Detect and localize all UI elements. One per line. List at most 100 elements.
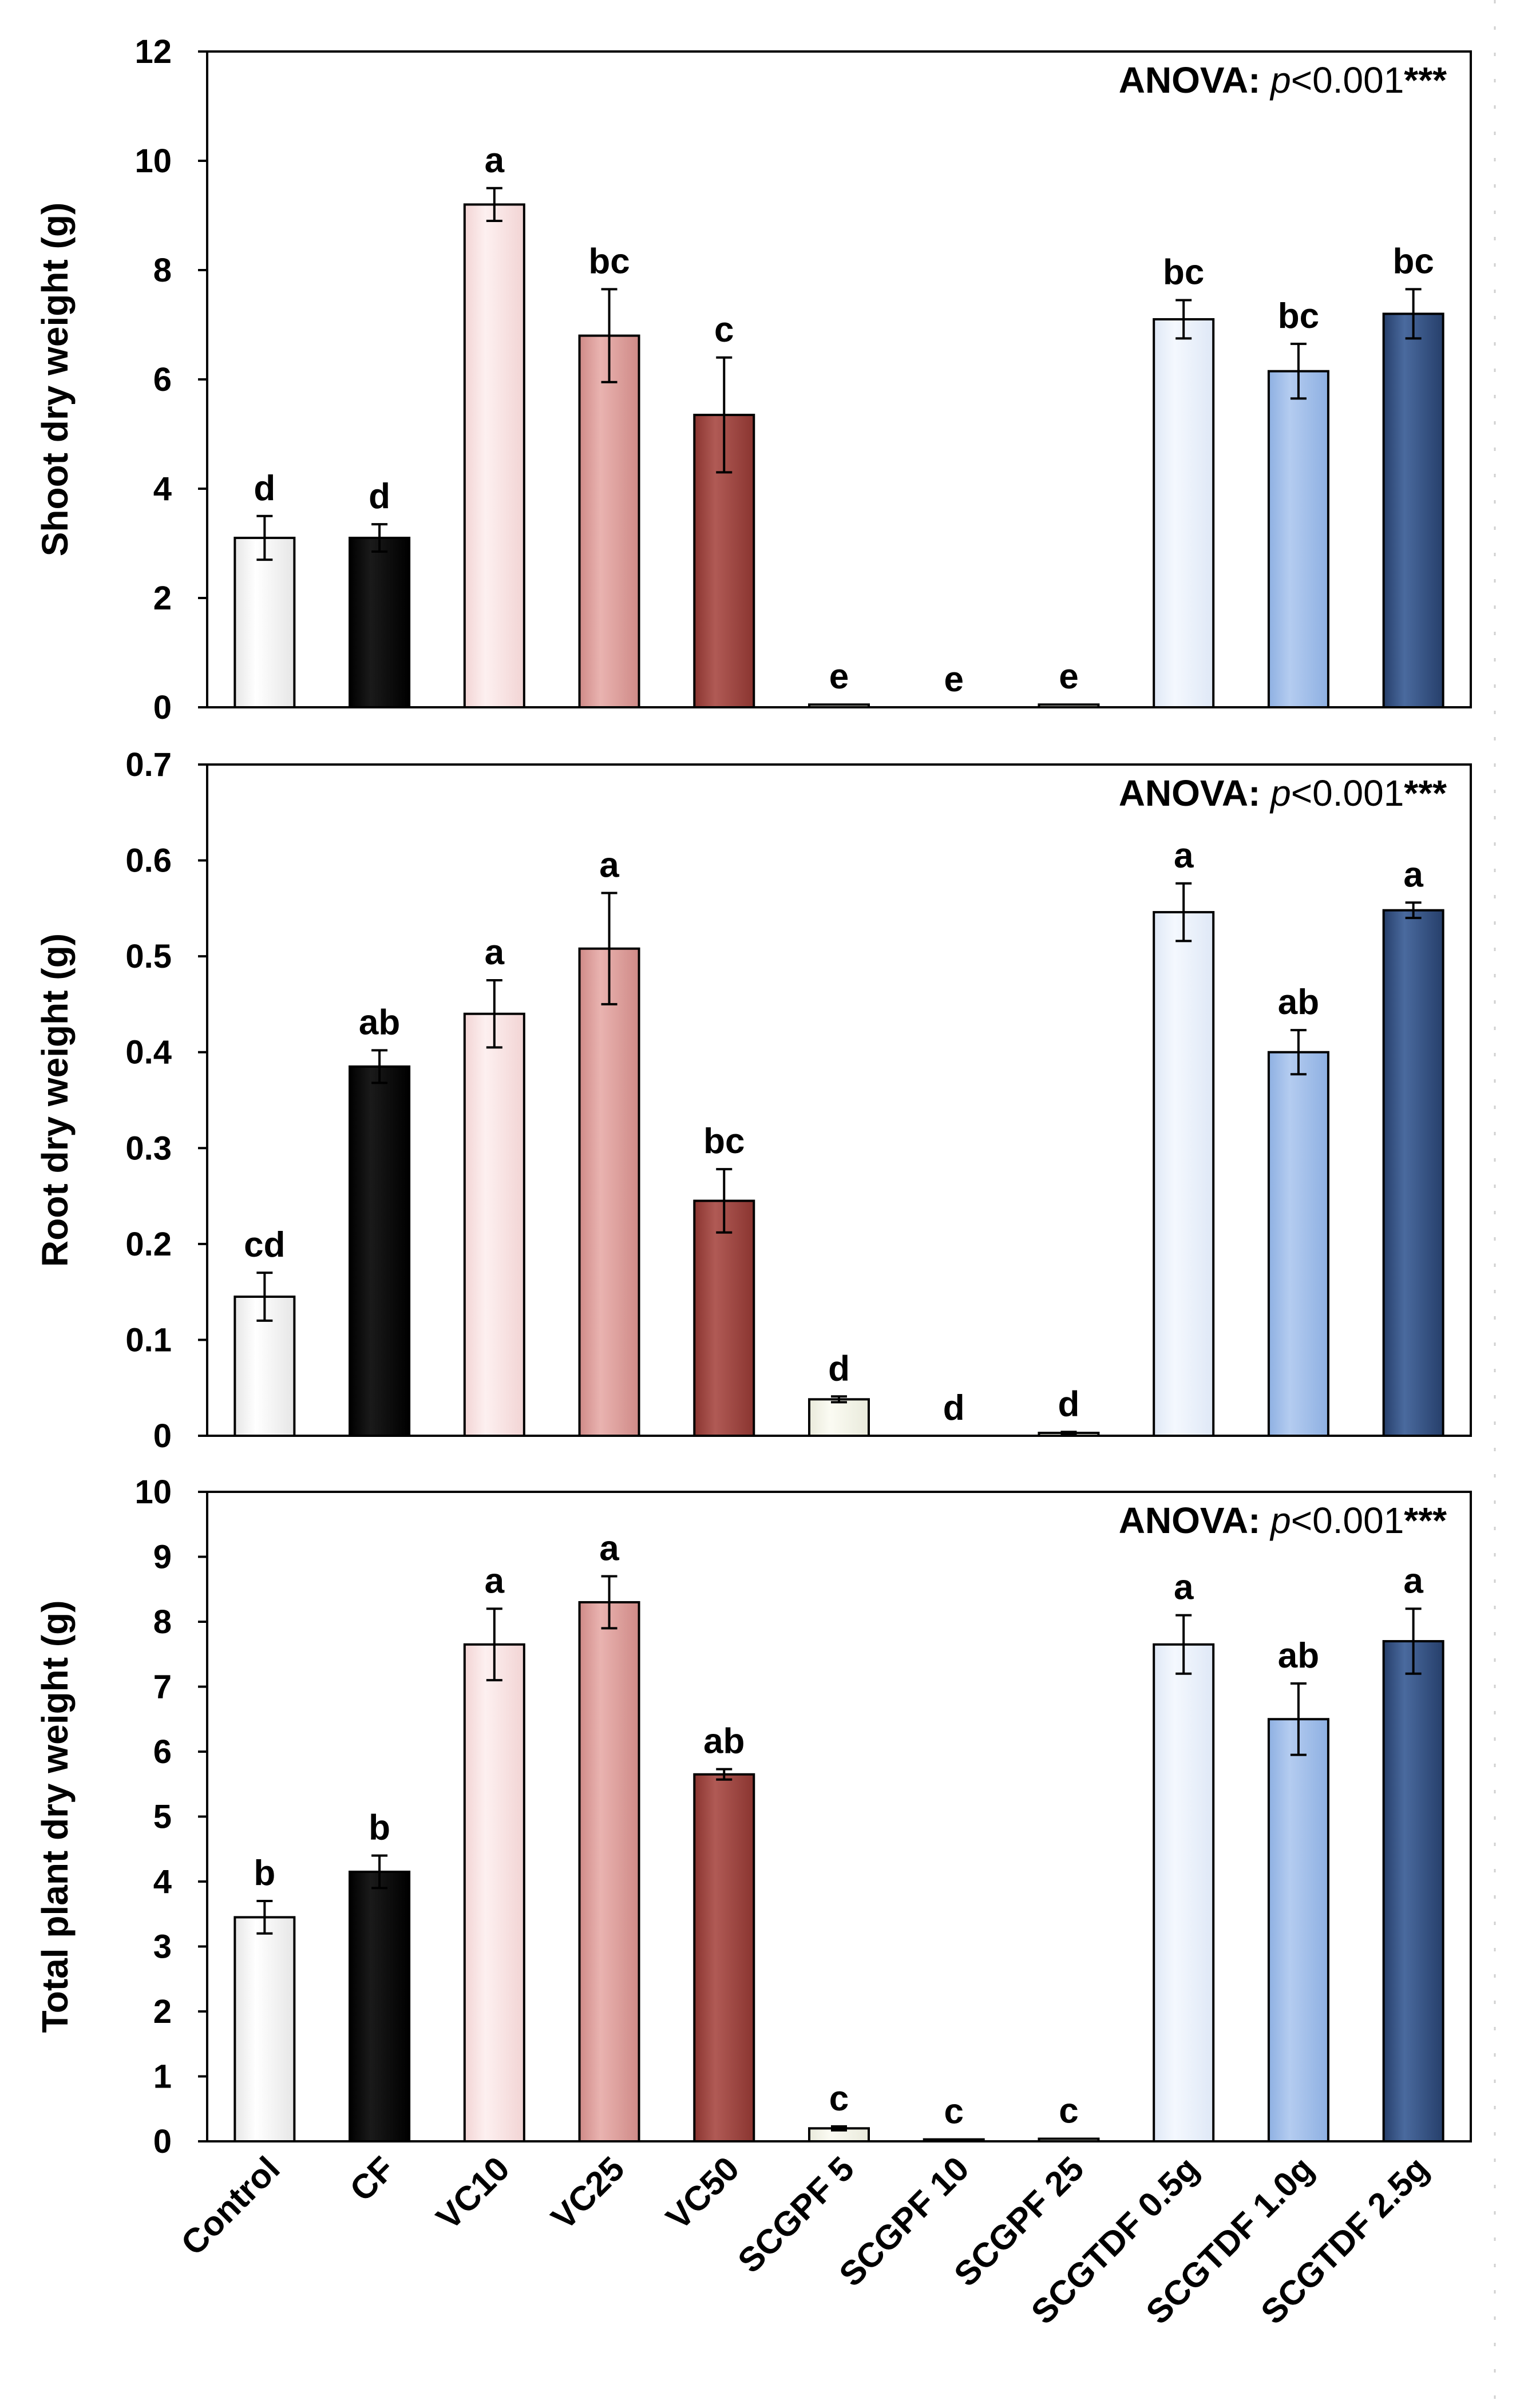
chart-2-significance-letter-vc25: a <box>599 846 619 885</box>
chart-2-significance-letter-scgtdf-0-5g: a <box>1174 836 1194 876</box>
chart-1-y-tick-label: 12 <box>134 33 172 70</box>
chart-1-significance-letter-vc50: c <box>714 310 734 350</box>
chart-3-significance-letter-vc50: ab <box>703 1722 745 1761</box>
chart-3-y-tick-label: 0 <box>153 2123 172 2160</box>
chart-1-anova-annotation: ANOVA: p<0.001*** <box>1119 60 1447 101</box>
chart-2-significance-letter-scgtdf-2-5g: a <box>1403 855 1423 894</box>
chart-2-significance-letter-scgpf-10: d <box>943 1388 965 1428</box>
chart-3-y-tick-label: 1 <box>153 2058 172 2096</box>
chart-1-significance-letter-scgpf-5: e <box>829 657 849 696</box>
chart-1-bar-cf <box>350 538 409 707</box>
chart-3-bar-scgtdf-0-5g <box>1154 1645 1213 2141</box>
chart-3-y-tick-label: 5 <box>153 1799 172 1836</box>
chart-1-y-tick-label: 2 <box>153 580 172 617</box>
chart-2-significance-letter-scgtdf-1-0g: ab <box>1278 983 1319 1022</box>
chart-1-bar-vc10 <box>465 204 524 707</box>
chart-1-significance-letter-scgpf-25: e <box>1059 657 1078 696</box>
chart-3-y-tick-label: 10 <box>134 1474 172 1511</box>
chart-1-bar-scgtdf-0-5g <box>1154 319 1213 707</box>
chart-2-bar-scgtdf-0-5g <box>1154 912 1213 1436</box>
chart-3-y-tick-label: 4 <box>153 1863 172 1900</box>
chart-3-significance-letter-scgtdf-1-0g: ab <box>1278 1636 1319 1676</box>
chart-2-y-tick-label: 0.6 <box>125 842 172 880</box>
chart-3-significance-letter-control: b <box>254 1853 275 1893</box>
chart-1-y-tick-label: 6 <box>153 361 172 398</box>
chart-panel-1: 0 2 4 6 8 10 12 Shoot dry weight (g) ANOVA: p<0.… <box>34 33 1471 726</box>
chart-3-bar-cf <box>350 1872 409 2141</box>
chart-1-bar-vc25 <box>580 336 639 707</box>
chart-1-significance-letter-scgtdf-0-5g: bc <box>1163 253 1204 292</box>
chart-2-y-tick-label: 0.5 <box>125 938 172 975</box>
chart-3-significance-letter-scgpf-10: c <box>944 2092 963 2132</box>
chart-3-y-tick-label: 9 <box>153 1539 172 1576</box>
chart-3-bar-vc10 <box>465 1645 524 2141</box>
chart-2-bar-cf <box>350 1067 409 1436</box>
chart-3-bar-scgpf-10 <box>924 2140 984 2141</box>
chart-2-y-tick-label: 0.7 <box>125 746 172 783</box>
chart-1-significance-letter-cf: d <box>369 477 390 516</box>
chart-2-bar-vc25 <box>580 949 639 1436</box>
x-category-label-vc10: VC10 <box>429 2149 517 2237</box>
chart-1-significance-letter-vc10: a <box>485 141 505 180</box>
chart-3-y-tick-label: 2 <box>153 1993 172 2030</box>
chart-3-significance-letter-scgtdf-2-5g: a <box>1403 1561 1423 1601</box>
chart-3-y-tick-label: 3 <box>153 1928 172 1966</box>
chart-3-bar-vc25 <box>580 1602 639 2141</box>
figure: 024681012Shoot dry weight (g)ANOVA: p<0.… <box>0 0 1516 2408</box>
chart-1-bar-scgpf-25 <box>1039 704 1098 707</box>
chart-3-y-axis-label: Total plant dry weight (g) <box>34 1600 76 2033</box>
chart-2-significance-letter-vc50: bc <box>703 1122 745 1161</box>
chart-1-y-axis-label: Shoot dry weight (g) <box>34 203 76 557</box>
chart-2-significance-letter-control: cd <box>244 1225 285 1265</box>
chart-3-bar-vc50 <box>694 1775 754 2141</box>
chart-1-y-tick-label: 8 <box>153 252 172 289</box>
chart-2-bar-scgtdf-1-0g <box>1269 1052 1328 1436</box>
x-category-label-vc50: VC50 <box>659 2149 747 2237</box>
chart-2-y-tick-label: 0 <box>153 1417 172 1455</box>
chart-2-significance-letter-scgpf-25: d <box>1058 1384 1080 1424</box>
chart-3-significance-letter-vc10: a <box>485 1561 505 1601</box>
chart-3-significance-letter-scgpf-5: c <box>829 2079 849 2118</box>
x-category-label-vc25: VC25 <box>544 2149 632 2237</box>
chart-2-bar-scgpf-5 <box>809 1399 869 1436</box>
chart-3-bar-scgtdf-1-0g <box>1269 1719 1328 2141</box>
chart-1-significance-letter-scgtdf-2-5g: bc <box>1392 241 1434 281</box>
chart-1-bar-scgtdf-1-0g <box>1269 371 1328 707</box>
chart-2-y-tick-label: 0.2 <box>125 1226 172 1263</box>
chart-2-significance-letter-cf: ab <box>359 1003 400 1042</box>
chart-1-significance-letter-scgtdf-1-0g: bc <box>1278 296 1319 336</box>
chart-3-y-tick-label: 8 <box>153 1603 172 1641</box>
chart-1-y-tick-label: 0 <box>153 689 172 726</box>
chart-2-anova-annotation: ANOVA: p<0.001*** <box>1119 773 1447 814</box>
chart-2-bar-vc10 <box>465 1014 524 1436</box>
chart-1-bar-scgtdf-2-5g <box>1384 314 1443 707</box>
chart-1-y-tick-label: 4 <box>153 470 172 508</box>
chart-2-y-tick-label: 0.1 <box>125 1321 172 1359</box>
chart-panel-2: 0 0.1 0.2 0.3 0.4 0.5 0.6 0.7 Root dry weight (g… <box>34 746 1471 1455</box>
chart-3-anova-annotation: ANOVA: p<0.001*** <box>1119 1500 1447 1541</box>
chart-3-significance-letter-scgpf-25: c <box>1059 2091 1078 2130</box>
chart-3-bar-scgpf-25 <box>1039 2138 1098 2141</box>
chart-3-bar-control <box>235 1917 294 2141</box>
chart-3-significance-letter-cf: b <box>369 1808 390 1848</box>
chart-3-y-tick-label: 7 <box>153 1669 172 1706</box>
chart-1-y-tick-label: 10 <box>134 142 172 180</box>
chart-3-significance-letter-scgtdf-0-5g: a <box>1174 1568 1194 1607</box>
chart-1-bar-scgpf-5 <box>809 704 869 707</box>
chart-1-significance-letter-scgpf-10: e <box>944 660 963 699</box>
chart-2-bar-vc50 <box>694 1201 754 1436</box>
chart-1-bar-control <box>235 538 294 707</box>
chart-2-y-tick-label: 0.4 <box>125 1034 172 1071</box>
chart-panel-3: 0 1 2 3 4 5 6 7 8 9 10 Total plant dry weight (g) AN… <box>34 1474 1471 2160</box>
chart-2-significance-letter-vc10: a <box>485 933 505 972</box>
chart-1-significance-letter-vc25: bc <box>588 241 630 281</box>
x-category-label-control: Control <box>173 2149 287 2263</box>
x-category-label-cf: CF <box>342 2149 402 2209</box>
chart-2-bar-scgtdf-2-5g <box>1384 910 1443 1436</box>
chart-3-significance-letter-vc25: a <box>599 1529 619 1569</box>
chart-1-significance-letter-control: d <box>254 469 275 508</box>
chart-2-significance-letter-scgpf-5: d <box>828 1349 850 1388</box>
chart-3-y-tick-label: 6 <box>153 1733 172 1771</box>
chart-3-bar-scgtdf-2-5g <box>1384 1641 1443 2141</box>
